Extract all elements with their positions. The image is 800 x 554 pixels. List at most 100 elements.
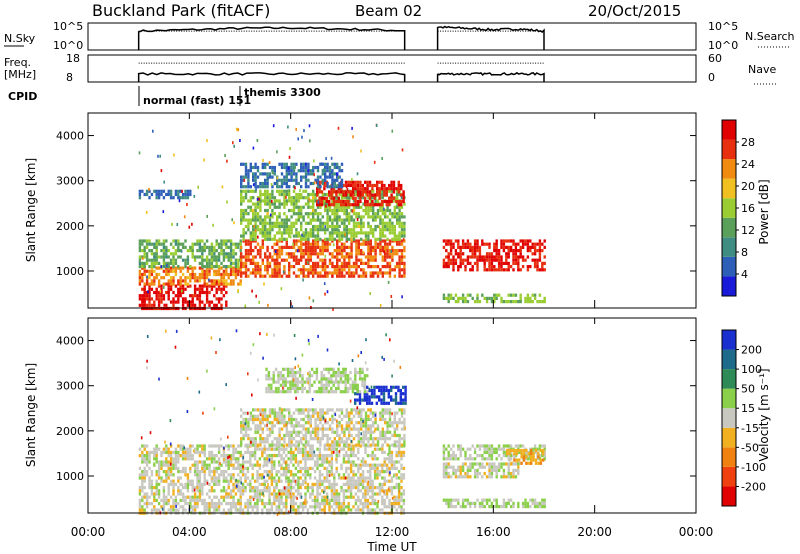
heat-cell [300, 185, 303, 189]
heat-cell [369, 242, 372, 246]
heat-cell [143, 294, 146, 298]
heat-cell [184, 245, 187, 249]
heat-cell [335, 193, 338, 197]
heat-cell [278, 212, 281, 216]
heat-cell [447, 242, 450, 246]
heat-cell [157, 282, 161, 286]
heat-cell [181, 444, 185, 448]
heat-cell [160, 300, 163, 304]
heat-cell [297, 196, 300, 200]
heat-cell [220, 454, 223, 458]
heat-cell [225, 282, 228, 286]
heat-cell [312, 228, 315, 232]
heat-cell [338, 215, 341, 219]
heat-cell [261, 199, 264, 203]
heat-cell [203, 470, 206, 474]
heat-cell [301, 473, 305, 477]
heat-cell [177, 239, 180, 243]
beam-label: Beam 02 [355, 2, 422, 20]
heat-cell [265, 460, 269, 464]
heat-cell-sparse [138, 151, 141, 155]
heat-cell [290, 430, 293, 434]
heat-cell [357, 486, 360, 490]
heat-cell [517, 255, 520, 259]
heat-cell [304, 466, 307, 470]
heat-cell [304, 492, 307, 496]
heat-cell [543, 239, 546, 243]
heat-cell [177, 287, 180, 291]
heat-cell [376, 215, 380, 219]
heat-cell [288, 245, 291, 249]
heat-cell [340, 221, 344, 225]
heat-cell [388, 444, 391, 448]
heat-cell [244, 443, 248, 447]
heat-cell [196, 498, 199, 502]
colorbar-swatch [722, 120, 736, 140]
heat-cell [256, 265, 260, 269]
heat-cell [309, 218, 312, 222]
heat-cell [526, 249, 530, 253]
heat-cell [184, 466, 187, 470]
heat-cell [500, 296, 503, 300]
heat-cell [198, 479, 202, 483]
heat-cell [189, 482, 192, 486]
heat-cell [157, 300, 161, 304]
heat-cell [336, 234, 339, 238]
heat-cell [203, 502, 206, 506]
heat-cell [295, 430, 298, 434]
heat-cell [397, 495, 401, 499]
heat-cell [264, 440, 267, 444]
heat-cell [300, 249, 303, 253]
heat-cell [201, 482, 204, 486]
heat-cell [201, 450, 204, 454]
heat-cell [319, 221, 322, 225]
heat-cell [312, 265, 315, 269]
heat-cell [210, 287, 214, 291]
heat-cell [227, 444, 230, 448]
heat-cell-sparse [332, 308, 334, 311]
heat-cell [316, 489, 319, 493]
heat-cell [189, 189, 192, 193]
heat-cell [388, 196, 391, 200]
heat-cell [367, 265, 370, 269]
heat-cell [241, 454, 245, 458]
heat-cell [314, 237, 317, 241]
heat-cell-sparse [323, 168, 325, 171]
heat-cell [160, 479, 163, 483]
heat-cell [311, 457, 314, 461]
heat-cell [189, 276, 192, 280]
heat-cell [240, 274, 243, 278]
heat-cell [379, 417, 382, 422]
heat-cell [254, 218, 257, 222]
heat-cell [392, 196, 396, 200]
heat-cell [266, 181, 269, 186]
heat-cell [396, 249, 399, 253]
heat-cell [155, 460, 158, 464]
heat-cell [145, 505, 149, 509]
heat-cell-sparse [270, 183, 273, 186]
heat-cell [543, 268, 546, 272]
heat-cell [319, 175, 322, 179]
heat-cell [184, 189, 187, 193]
heat-cell [476, 296, 479, 300]
heat-cell [343, 261, 346, 265]
heat-cell [227, 258, 230, 262]
heat-cell [312, 427, 315, 431]
heat-cell [252, 261, 255, 265]
heat-cell [384, 255, 387, 259]
heat-cell [203, 282, 206, 286]
heat-cell [538, 255, 542, 259]
heat-cell [280, 252, 284, 256]
heat-cell [249, 271, 252, 275]
heat-cell [326, 408, 329, 412]
heat-cell [193, 279, 197, 283]
heat-cell [398, 255, 401, 259]
heat-cell [348, 265, 351, 269]
heat-cell [391, 228, 394, 232]
heat-cell [367, 261, 370, 265]
heat-cell [295, 234, 298, 238]
heat-cell [400, 261, 404, 265]
heat-cell [217, 498, 221, 502]
heat-cell-sparse [381, 157, 383, 160]
ytick-label: 1000 [56, 265, 84, 278]
